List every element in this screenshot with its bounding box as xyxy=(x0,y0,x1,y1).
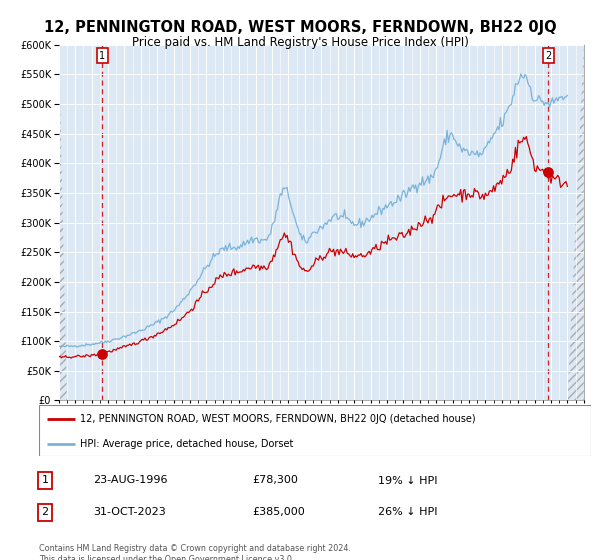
Text: £78,300: £78,300 xyxy=(252,475,298,486)
Text: HPI: Average price, detached house, Dorset: HPI: Average price, detached house, Dors… xyxy=(80,438,294,449)
Text: 31-OCT-2023: 31-OCT-2023 xyxy=(93,507,166,517)
Text: £385,000: £385,000 xyxy=(252,507,305,517)
Text: 12, PENNINGTON ROAD, WEST MOORS, FERNDOWN, BH22 0JQ: 12, PENNINGTON ROAD, WEST MOORS, FERNDOW… xyxy=(44,20,556,35)
Text: 2: 2 xyxy=(545,51,551,60)
Text: 12, PENNINGTON ROAD, WEST MOORS, FERNDOWN, BH22 0JQ (detached house): 12, PENNINGTON ROAD, WEST MOORS, FERNDOW… xyxy=(80,414,476,424)
Text: Price paid vs. HM Land Registry's House Price Index (HPI): Price paid vs. HM Land Registry's House … xyxy=(131,36,469,49)
Text: 1: 1 xyxy=(99,51,105,60)
Point xyxy=(97,349,107,358)
Text: 1: 1 xyxy=(41,475,49,486)
Point xyxy=(544,168,553,177)
Text: 26% ↓ HPI: 26% ↓ HPI xyxy=(378,507,437,517)
Text: Contains HM Land Registry data © Crown copyright and database right 2024.
This d: Contains HM Land Registry data © Crown c… xyxy=(39,544,351,560)
Text: 23-AUG-1996: 23-AUG-1996 xyxy=(93,475,167,486)
Text: 19% ↓ HPI: 19% ↓ HPI xyxy=(378,475,437,486)
Text: 2: 2 xyxy=(41,507,49,517)
